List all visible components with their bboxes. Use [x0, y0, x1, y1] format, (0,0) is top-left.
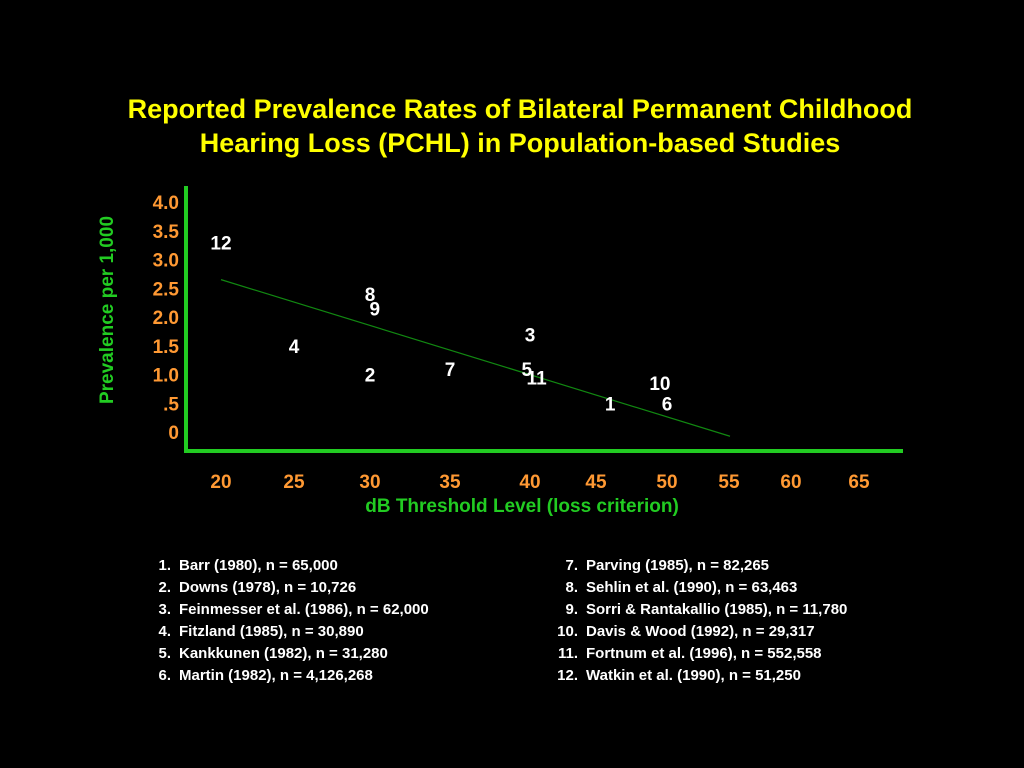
- x-tick-label: 20: [210, 472, 231, 493]
- y-tick-label: 2.0: [153, 308, 179, 329]
- x-tick-label: 25: [283, 472, 305, 493]
- legend-item-number: 5.: [158, 645, 171, 662]
- y-tick-label: 3.5: [153, 222, 180, 243]
- legend-item-number: 7.: [565, 557, 578, 574]
- data-point-5: 5: [522, 360, 533, 381]
- data-point-4: 4: [289, 337, 300, 358]
- y-tick-label: 1.0: [153, 366, 179, 387]
- legend-item: 4. Fitzland (1985), n = 30,890: [145, 621, 429, 643]
- data-point-7: 7: [445, 360, 456, 381]
- x-tick-label: 30: [359, 472, 380, 493]
- legend-item-number: 1.: [158, 557, 171, 574]
- legend-item: 1. Barr (1980), n = 65,000: [145, 555, 429, 577]
- x-tick-label: 35: [439, 472, 461, 493]
- legend-right-column: 7. Parving (1985), n = 82,265 8. Sehlin et …: [552, 555, 847, 687]
- legend-item-number: 9.: [565, 601, 578, 618]
- legend-item-text: Fitzland (1985), n = 30,890: [179, 623, 364, 640]
- legend-item-number: 11.: [557, 645, 578, 662]
- legend-item: 12. Watkin et al. (1990), n = 51,250: [552, 665, 847, 687]
- data-point-10: 10: [649, 374, 670, 395]
- x-tick-label: 40: [519, 472, 540, 493]
- legend-item: 10. Davis & Wood (1992), n = 29,317: [552, 621, 847, 643]
- data-point-1: 1: [605, 394, 616, 415]
- legend-item-text: Sehlin et al. (1990), n = 63,463: [586, 579, 798, 596]
- legend-item-text: Downs (1978), n = 10,726: [179, 579, 357, 596]
- chart-title: Reported Prevalence Rates of Bilateral P…: [0, 92, 1024, 160]
- legend-item: 5. Kankkunen (1982), n = 31,280: [145, 643, 429, 665]
- legend-item-number: 10.: [557, 623, 578, 640]
- legend-item: 6. Martin (1982), n = 4,126,268: [145, 665, 429, 687]
- legend-item-text: Fortnum et al. (1996), n = 552,558: [586, 645, 822, 662]
- legend-item-number: 12.: [557, 667, 578, 684]
- legend-item-text: Feinmesser et al. (1986), n = 62,000: [179, 601, 429, 618]
- y-tick-label: 2.5: [153, 279, 180, 300]
- x-tick-label: 60: [780, 472, 801, 493]
- legend-item-text: Martin (1982), n = 4,126,268: [179, 667, 373, 684]
- chart-title-line-2: Hearing Loss (PCHL) in Population-based …: [199, 128, 841, 158]
- legend-item-number: 4.: [158, 623, 171, 640]
- legend-item: 11. Fortnum et al. (1996), n = 552,558: [552, 643, 847, 665]
- y-tick-label: 4.0: [153, 193, 179, 214]
- legend-item: 2. Downs (1978), n = 10,726: [145, 577, 429, 599]
- legend-left-column: 1. Barr (1980), n = 65,000 2. Downs (1978),…: [145, 555, 429, 687]
- y-tick-label: .5: [163, 394, 179, 415]
- x-axis-label: dB Threshold Level (loss criterion): [365, 496, 679, 517]
- legend-item-text: Watkin et al. (1990), n = 51,250: [586, 667, 801, 684]
- legend-item-text: Parving (1985), n = 82,265: [586, 557, 770, 574]
- data-point-3: 3: [525, 325, 536, 346]
- data-point-6: 6: [662, 394, 673, 415]
- trend-line: [220, 279, 731, 437]
- data-point-2: 2: [365, 366, 376, 387]
- chart-title-line-1: Reported Prevalence Rates of Bilateral P…: [127, 94, 913, 124]
- y-axis-label: Prevalence per 1,000: [97, 215, 118, 405]
- legend-item-number: 8.: [565, 579, 578, 596]
- legend-item-number: 2.: [158, 579, 171, 596]
- legend-item: 7. Parving (1985), n = 82,265: [552, 555, 847, 577]
- x-tick-label: 50: [656, 472, 677, 493]
- legend-item: 9. Sorri & Rantakallio (1985), n = 11,780: [552, 599, 847, 621]
- legend-item-number: 6.: [158, 667, 171, 684]
- data-point-11: 11: [527, 368, 548, 389]
- x-tick-label: 45: [585, 472, 607, 493]
- legend-item-text: Sorri & Rantakallio (1985), n = 11,780: [586, 601, 848, 618]
- y-tick-label: 3.0: [153, 251, 179, 272]
- data-point-8: 8: [365, 285, 376, 306]
- legend-item-text: Kankkunen (1982), n = 31,280: [179, 645, 388, 662]
- legend-item-text: Davis & Wood (1992), n = 29,317: [586, 623, 815, 640]
- legend-item: 3. Feinmesser et al. (1986), n = 62,000: [145, 599, 429, 621]
- legend-item: 8. Sehlin et al. (1990), n = 63,463: [552, 577, 847, 599]
- data-point-9: 9: [370, 299, 381, 320]
- y-tick-label: 0: [168, 423, 179, 444]
- x-tick-label: 55: [718, 472, 740, 493]
- x-tick-label: 65: [848, 472, 870, 493]
- y-tick-label: 1.5: [153, 337, 180, 358]
- legend-item-number: 3.: [158, 601, 171, 618]
- legend-item-text: Barr (1980), n = 65,000: [179, 557, 338, 574]
- data-point-12: 12: [210, 233, 231, 254]
